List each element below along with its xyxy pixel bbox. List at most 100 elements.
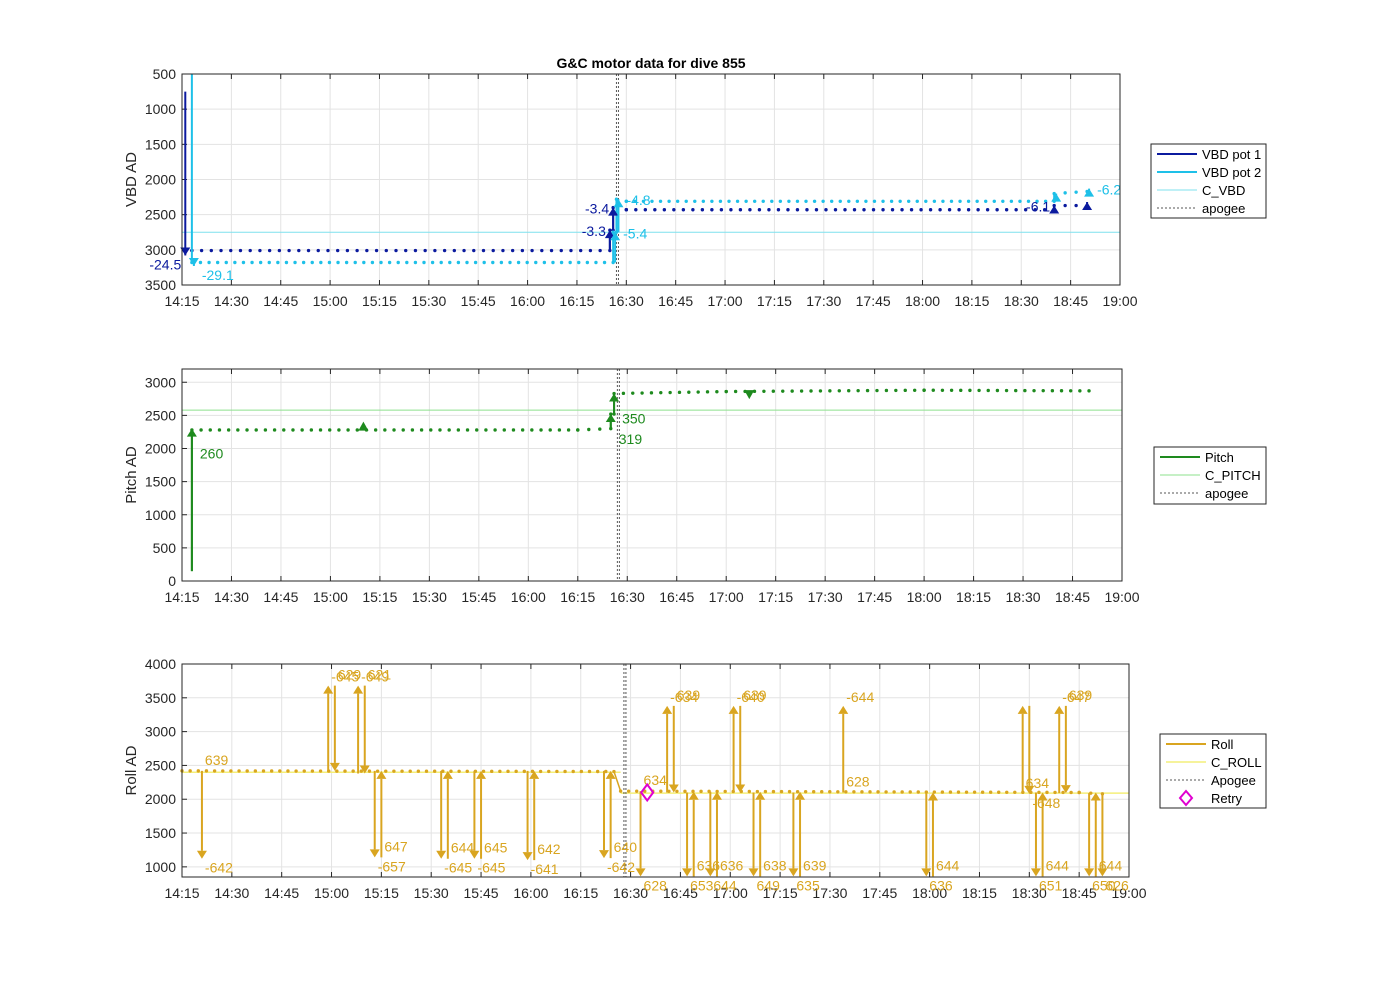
data-point [900, 208, 904, 212]
arrow-head [1030, 868, 1041, 877]
data-point [634, 208, 638, 212]
data-point [1026, 199, 1031, 204]
data-point [355, 428, 359, 432]
data-point [1053, 790, 1057, 795]
data-point [809, 389, 813, 393]
data-point [977, 388, 981, 393]
data-point [668, 390, 672, 395]
data-point [916, 790, 920, 794]
data-point [964, 790, 969, 794]
data-point [207, 260, 211, 265]
data-point [748, 208, 752, 212]
data-point [922, 388, 926, 392]
x-tick-label: 15:15 [362, 589, 397, 605]
data-point [687, 390, 691, 394]
data-point [392, 428, 396, 432]
data-point [966, 199, 971, 204]
data-point [763, 789, 768, 794]
data-point [481, 769, 486, 774]
data-point [992, 199, 996, 204]
data-point [611, 230, 615, 234]
arrow-label: 628 [644, 877, 668, 893]
data-point [675, 199, 680, 204]
data-point [700, 208, 705, 212]
legend-entry: Pitch [1205, 450, 1234, 465]
data-point [871, 208, 876, 212]
data-point [889, 199, 894, 204]
data-point [595, 769, 600, 774]
legend-entry: C_VBD [1202, 183, 1245, 198]
data-point [566, 428, 571, 432]
data-point [949, 199, 954, 204]
data-point [520, 248, 525, 253]
data-point [959, 388, 963, 393]
arrow-head [1082, 202, 1093, 211]
data-point [301, 260, 306, 265]
data-point [903, 388, 907, 393]
data-point [683, 789, 687, 794]
data-point [226, 428, 231, 432]
data-point [907, 199, 911, 204]
data-point [501, 248, 505, 253]
data-point [394, 248, 398, 253]
data-point [392, 769, 396, 773]
data-point [662, 208, 667, 212]
x-tick-label: 14:45 [263, 293, 298, 309]
data-point [997, 790, 1001, 794]
arrow-label: 645 [484, 840, 508, 856]
arrow-label: -3.4 [585, 201, 609, 217]
x-tick-label: 17:30 [808, 589, 843, 605]
arrow-head [927, 792, 938, 801]
data-point [538, 769, 543, 774]
x-tick-label: 16:30 [609, 293, 644, 309]
data-point [267, 248, 272, 253]
data-point [373, 428, 378, 432]
data-point [1018, 199, 1022, 204]
data-point [396, 260, 400, 265]
data-point [984, 199, 988, 204]
arrow-head [838, 705, 849, 714]
x-tick-label: 18:00 [907, 589, 942, 605]
legend-entry: apogee [1202, 201, 1245, 216]
data-point [384, 769, 388, 773]
arrow-label: -642 [205, 860, 233, 876]
data-point [966, 208, 971, 212]
x-tick-label: 14:15 [164, 293, 199, 309]
data-point [949, 388, 954, 393]
arrow-head [359, 765, 370, 774]
data-point [1074, 190, 1078, 194]
data-point [316, 248, 320, 253]
data-point [829, 199, 834, 204]
data-point [833, 208, 838, 212]
data-point [862, 208, 866, 212]
arrow-head [196, 850, 207, 859]
data-point [856, 388, 860, 393]
data-point [1032, 388, 1036, 393]
data-point [482, 260, 486, 265]
data-point [781, 389, 785, 393]
data-point [559, 260, 564, 265]
data-point [985, 208, 990, 212]
data-point [577, 260, 581, 265]
arrow-head [1024, 785, 1035, 794]
data-point [1050, 389, 1055, 393]
data-point [433, 248, 437, 253]
data-point [404, 248, 408, 253]
data-point [884, 790, 888, 794]
x-tick-label: 15:00 [313, 589, 348, 605]
arrow-head [353, 685, 364, 694]
data-point [430, 260, 435, 265]
data-point [248, 248, 252, 253]
x-tick-label: 14:15 [164, 589, 199, 605]
data-point [448, 260, 452, 265]
data-point [539, 428, 543, 432]
x-tick-label: 18:45 [1055, 589, 1090, 605]
arrow-label: -29.1 [202, 267, 234, 283]
data-point [568, 260, 572, 265]
x-tick-label: 18:15 [954, 293, 989, 309]
data-point [276, 260, 280, 265]
data-point [563, 769, 567, 774]
data-point [508, 260, 512, 265]
y-tick-label: 1500 [145, 825, 176, 841]
data-point [727, 199, 731, 204]
